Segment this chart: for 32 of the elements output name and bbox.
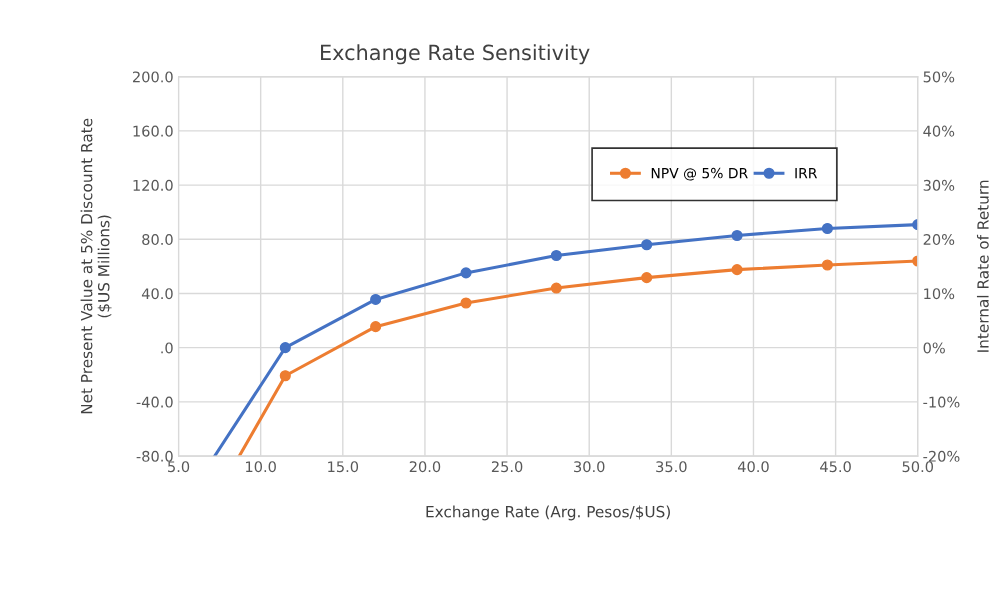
x-tick-label: 45.0 xyxy=(820,461,851,473)
x-axis-title: Exchange Rate (Arg. Pesos/$US) xyxy=(426,505,670,521)
y-tick-label: -80.0 xyxy=(136,450,173,462)
y2-tick-label: 50% xyxy=(923,71,955,83)
x-tick-label: 10.0 xyxy=(246,461,276,473)
y2-tick-label: -20% xyxy=(923,450,960,462)
x-tick-label: 30.0 xyxy=(574,461,605,473)
y-tick-label: 120.0 xyxy=(133,179,173,191)
x-tick-label: 15.0 xyxy=(328,461,359,473)
chart-title: Exchange Rate Sensitivity xyxy=(321,44,590,65)
y2-tick-label: 20% xyxy=(923,234,955,246)
y2-tick-label: 40% xyxy=(923,125,955,137)
legend-label: NPV @ 5% DR xyxy=(651,167,748,181)
legend-label: IRR xyxy=(795,168,818,179)
y-axis-title: Net Present Value at 5% Discount Rate ($US Millions) xyxy=(80,118,112,414)
y-tick-label: 160.0 xyxy=(133,125,173,137)
y2-tick-label: 30% xyxy=(923,179,955,191)
y2-tick-label: 0% xyxy=(923,342,945,354)
y-tick-label: .0 xyxy=(161,342,173,354)
y-tick-label: 80.0 xyxy=(142,234,173,246)
y2-tick-label: -10% xyxy=(923,396,960,408)
x-tick-label: 35.0 xyxy=(656,461,687,473)
y2-tick-label: 10% xyxy=(924,288,955,300)
x-tick-label: 5.0 xyxy=(168,461,190,473)
x-tick-label: 25.0 xyxy=(491,461,523,473)
x-tick-label: 50.0 xyxy=(902,461,934,473)
y2-axis-title: Internal Rate of Return xyxy=(976,180,989,352)
y-tick-label: -40.0 xyxy=(136,396,173,408)
y-tick-label: 200.0 xyxy=(132,71,173,83)
x-tick-label: 40.0 xyxy=(737,461,769,473)
y-tick-label: 40.0 xyxy=(141,288,173,300)
x-tick-label: 20.0 xyxy=(409,461,441,473)
